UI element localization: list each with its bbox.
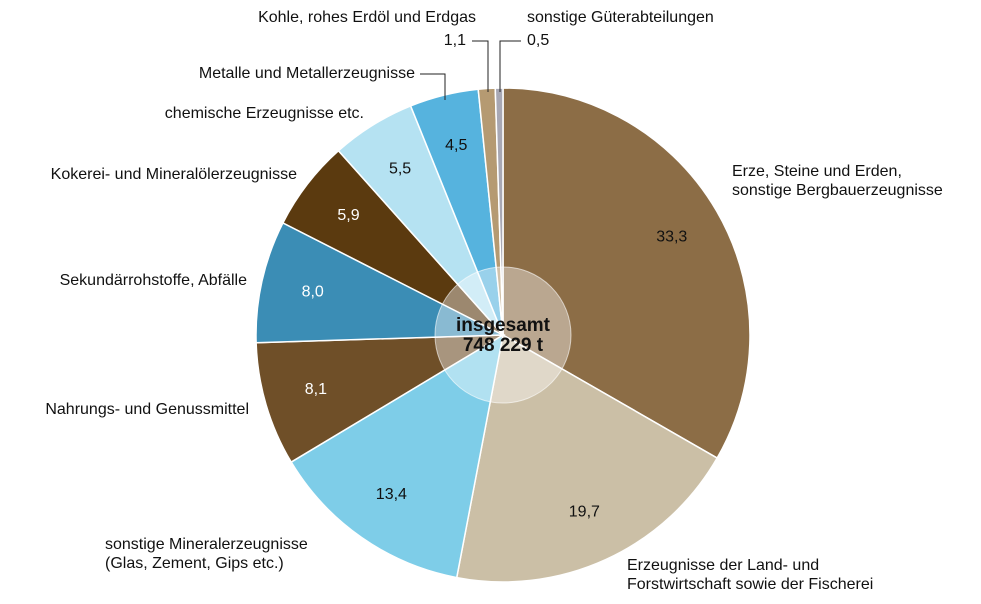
category-label: Kokerei- und Mineralölerzeugnisse <box>50 166 297 183</box>
value-label: 5,9 <box>337 207 359 224</box>
value-label: 19,7 <box>569 503 600 520</box>
category-label: Erzeugnisse der Land- und Forstwirtschaf… <box>627 557 874 593</box>
category-label: sonstige Mineralerzeugnisse (Glas, Zemen… <box>105 536 308 572</box>
pie-slice <box>255 221 504 344</box>
value-label: 5,5 <box>389 161 411 178</box>
leader-line <box>420 73 446 100</box>
center-label: insgesamt <box>456 315 551 336</box>
pie-slice <box>494 87 504 336</box>
category-label: Sekundärrohstoffe, Abfälle <box>59 272 247 289</box>
category-label: chemische Erzeugnisse etc. <box>164 105 364 122</box>
value-label: 4,5 <box>445 137 467 154</box>
pie-slice <box>502 87 751 460</box>
value-label: 13,4 <box>376 486 407 503</box>
value-label: 33,3 <box>656 229 687 246</box>
pie-slice <box>290 333 505 579</box>
category-label: Kohle, rohes Erdöl und Erdgas <box>258 9 476 26</box>
center-label: 748 229 t <box>463 335 544 356</box>
value-label: 0,5 <box>527 32 549 49</box>
value-label: 8,1 <box>305 381 327 398</box>
leader-line <box>472 40 489 92</box>
category-label: Metalle und Metallerzeugnisse <box>198 65 415 82</box>
pie-slice <box>255 334 506 464</box>
center-circle <box>434 266 572 404</box>
category-label: Nahrungs- und Genussmittel <box>45 401 249 418</box>
value-label: 8,0 <box>302 284 324 301</box>
leader-line <box>499 40 521 92</box>
pie-slice <box>455 333 719 583</box>
value-label: 1,1 <box>444 32 466 49</box>
category-label: Erze, Steine und Erden, sonstige Bergbau… <box>732 163 943 199</box>
category-label: sonstige Güterabteilungen <box>527 9 714 26</box>
